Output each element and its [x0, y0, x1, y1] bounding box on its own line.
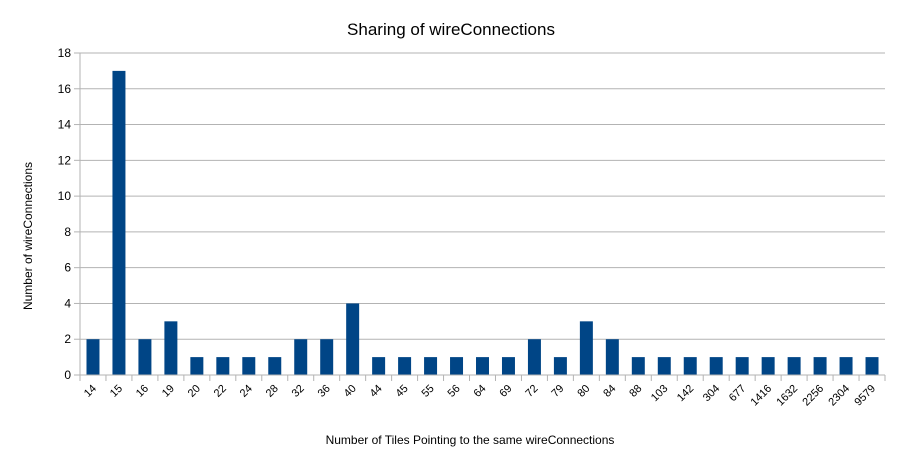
x-tick-label: 24: [238, 383, 255, 400]
x-axis-label: Number of Tiles Pointing to the same wir…: [326, 433, 615, 447]
bar-45: [398, 357, 412, 375]
x-tick-label: 80: [575, 383, 592, 400]
x-tick-label: 15: [108, 383, 125, 400]
y-tick-label: 2: [64, 332, 71, 346]
bar-32: [294, 339, 308, 375]
bar-22: [216, 357, 230, 375]
bar-44: [372, 357, 386, 375]
x-tick-label: 16: [134, 383, 151, 400]
bars: [86, 70, 879, 375]
bar-88: [631, 357, 645, 375]
bar-20: [190, 357, 204, 375]
bar-80: [579, 321, 593, 375]
bar-28: [268, 357, 282, 375]
bar-1416: [761, 357, 775, 375]
x-tick-label: 55: [420, 383, 437, 400]
x-tick-label: 36: [316, 383, 333, 400]
x-tick-label: 88: [627, 383, 644, 400]
bar-1632: [787, 357, 801, 375]
x-tick-label: 22: [212, 383, 229, 400]
y-tick-label: 8: [64, 225, 71, 239]
x-tick-label: 1632: [774, 383, 800, 409]
y-tick-label: 12: [58, 153, 72, 167]
x-tick-label: 2304: [826, 383, 852, 409]
bar-15: [112, 70, 126, 375]
x-tick-label: 19: [160, 383, 177, 400]
y-tick-label: 18: [58, 46, 72, 60]
y-tick-label: 4: [64, 296, 71, 310]
chart-title: Sharing of wireConnections: [347, 20, 555, 39]
y-tick-label: 0: [64, 368, 71, 382]
bar-677: [735, 357, 749, 375]
x-tick-label: 304: [701, 383, 722, 404]
x-tick-label: 84: [601, 383, 618, 400]
x-tick-label: 56: [446, 383, 463, 400]
x-tick-label: 64: [471, 383, 488, 400]
x-tick-label: 28: [264, 383, 281, 400]
bar-19: [164, 321, 178, 375]
x-tick-label: 1416: [748, 383, 774, 409]
x-tick-label: 103: [649, 383, 670, 404]
y-axis-label: Number of wireConnections: [21, 162, 35, 310]
bar-64: [476, 357, 489, 375]
bar-304: [709, 357, 723, 375]
y-axis-ticks: 0 2 4 6 8 10 12 14 16 18: [58, 46, 80, 382]
bar-56: [450, 357, 464, 375]
bar-103: [657, 357, 671, 375]
bar-2256: [813, 357, 827, 375]
y-tick-label: 6: [64, 261, 71, 275]
bar-36: [320, 339, 334, 375]
bar-72: [527, 339, 541, 375]
bar-16: [138, 339, 152, 375]
y-tick-label: 14: [58, 118, 72, 132]
bar-55: [424, 357, 438, 375]
x-tick-label: 40: [342, 383, 359, 400]
bar-69: [501, 357, 515, 375]
x-tick-label: 32: [290, 383, 307, 400]
bar-79: [553, 357, 567, 375]
x-tick-label: 2256: [800, 383, 826, 409]
y-tick-label: 16: [58, 82, 72, 96]
x-axis-ticks: 14 15 16 19 20 22 24 28 32 36 40 44 45 55 56 64 69 72 79 80…: [79, 375, 886, 409]
bar-24: [242, 357, 256, 375]
bar-84: [605, 339, 619, 375]
y-tick-label: 10: [58, 189, 72, 203]
bar-9579: [865, 357, 879, 375]
bar-142: [683, 357, 697, 375]
gridlines: [79, 52, 885, 376]
x-tick-label: 20: [186, 383, 203, 400]
bar-14: [86, 339, 100, 375]
x-tick-label: 142: [675, 383, 696, 404]
x-tick-label: 72: [523, 383, 540, 400]
x-tick-label: 79: [549, 383, 566, 400]
x-tick-label: 69: [497, 383, 514, 400]
bar-40: [346, 303, 360, 375]
x-tick-label: 45: [394, 383, 411, 400]
x-tick-label: 677: [727, 383, 748, 404]
bar-2304: [839, 357, 853, 375]
x-tick-label: 14: [82, 383, 99, 400]
x-tick-label: 9579: [852, 383, 878, 409]
x-tick-label: 44: [368, 383, 385, 400]
